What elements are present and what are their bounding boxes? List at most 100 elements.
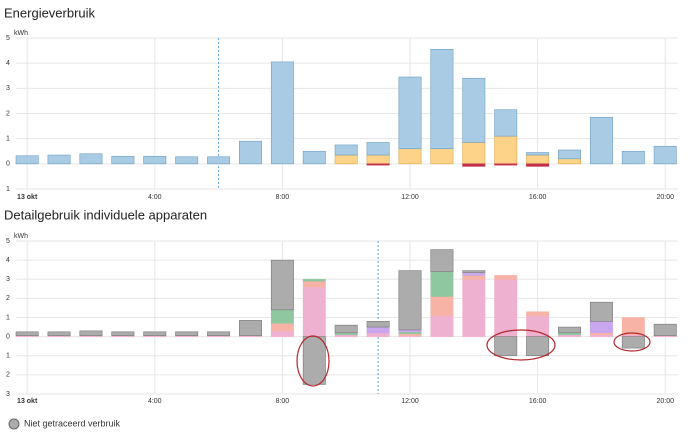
- bar-segment: [462, 163, 486, 167]
- bar-segment: [462, 77, 486, 143]
- bar-segment: [462, 278, 486, 337]
- x-tick-label: 13 okt: [17, 398, 38, 405]
- bar-segment: [462, 142, 486, 165]
- bar-segment: [430, 49, 454, 150]
- chart-title: Detailgebruik individuele apparaten: [4, 207, 207, 222]
- bar-segment: [494, 275, 518, 280]
- x-tick-label: 20:00: [656, 398, 674, 405]
- bar-segment: [302, 286, 326, 337]
- bar-segment: [366, 326, 390, 334]
- bar-segment: [558, 149, 581, 160]
- x-tick-label: 4:00: [148, 194, 162, 201]
- bar-segment: [79, 153, 103, 165]
- x-tick-label: 12:00: [401, 398, 419, 405]
- bar-segment: [366, 332, 390, 337]
- y-tick-label: 4: [6, 257, 10, 264]
- y-tick-label: 1: [6, 136, 10, 143]
- bar-segment: [239, 140, 262, 165]
- x-tick-label: 20:00: [656, 194, 674, 201]
- bar-segment: [207, 331, 231, 336]
- bar-segment: [111, 155, 135, 165]
- bar-segment: [526, 311, 550, 316]
- bar-segment: [366, 321, 390, 328]
- bar-segment: [270, 330, 294, 337]
- bar-segment: [526, 154, 550, 165]
- y-tick-label: 2: [6, 110, 10, 117]
- bar-segment: [175, 156, 199, 165]
- bar-segment: [270, 61, 294, 165]
- bar-segment: [47, 154, 71, 165]
- chart-title: Energieverbruik: [4, 5, 96, 20]
- highlight-ellipse: [486, 329, 556, 361]
- bar-segment: [270, 259, 294, 311]
- bar-segment: [653, 145, 677, 165]
- bar-segment: [143, 331, 167, 336]
- bar-segment: [494, 163, 518, 166]
- bar-segment: [494, 135, 518, 165]
- bar-segment: [398, 270, 422, 331]
- bar-segment: [302, 278, 326, 282]
- bar-segment: [589, 301, 613, 322]
- bar-segment: [430, 148, 454, 165]
- bar-segment: [398, 76, 422, 150]
- bar-segment: [15, 155, 39, 165]
- bar-segment: [621, 317, 645, 336]
- legend-label: Niet getraceerd verbruik: [24, 418, 121, 428]
- y-unit: kWh: [14, 233, 28, 240]
- bar-segment: [143, 155, 167, 165]
- y-tick-label: 1: [6, 353, 10, 360]
- bar-segment: [526, 152, 550, 156]
- bar-segment: [621, 150, 645, 165]
- bar-segment: [175, 331, 199, 336]
- bar-segment: [334, 324, 358, 334]
- bar-segment: [302, 336, 326, 385]
- y-tick-label: 5: [6, 35, 10, 42]
- y-tick-label: 0: [6, 161, 10, 168]
- y-tick-label: 0: [6, 333, 10, 340]
- y-tick-label: 4: [6, 60, 10, 67]
- y-tick-label: 3: [6, 391, 10, 398]
- x-tick-label: 4:00: [148, 398, 162, 405]
- bar-segment: [239, 320, 262, 336]
- y-tick-label: 2: [6, 372, 10, 379]
- bar-segment: [334, 154, 358, 165]
- y-unit: kWh: [14, 30, 28, 37]
- bar-segment: [366, 142, 390, 156]
- bar-segment: [111, 331, 135, 336]
- bar-segment: [207, 156, 231, 165]
- bar-segment: [653, 323, 677, 336]
- bar-segment: [430, 271, 454, 297]
- bar-segment: [494, 109, 518, 137]
- y-tick-label: 5: [6, 238, 10, 245]
- bar-segment: [366, 154, 390, 165]
- bar-segment: [526, 315, 550, 337]
- y-tick-label: 1: [6, 186, 10, 193]
- highlight-ellipse: [613, 332, 651, 352]
- bar-segment: [270, 322, 294, 332]
- x-tick-label: 16:00: [529, 398, 547, 405]
- y-tick-label: 2: [6, 295, 10, 302]
- bar-segment: [621, 336, 645, 349]
- bar-segment: [366, 163, 390, 166]
- bar-segment: [79, 330, 103, 336]
- bar-segment: [494, 278, 518, 337]
- bar-segment: [334, 144, 358, 156]
- bar-segment: [430, 249, 454, 272]
- bar-segment: [15, 331, 39, 336]
- bar-segment: [398, 148, 422, 165]
- bar-segment: [526, 163, 550, 167]
- bar-segment: [302, 280, 326, 288]
- highlight-ellipse: [296, 335, 330, 387]
- x-tick-label: 13 okt: [17, 194, 38, 201]
- bar-segment: [558, 326, 581, 334]
- bar-segment: [462, 275, 486, 280]
- bar-segment: [302, 150, 326, 165]
- bar-segment: [589, 321, 613, 334]
- legend-swatch: [8, 418, 20, 430]
- bar-segment: [526, 336, 550, 357]
- y-tick-label: 3: [6, 276, 10, 283]
- x-tick-label: 8:00: [276, 398, 290, 405]
- bar-segment: [558, 158, 581, 165]
